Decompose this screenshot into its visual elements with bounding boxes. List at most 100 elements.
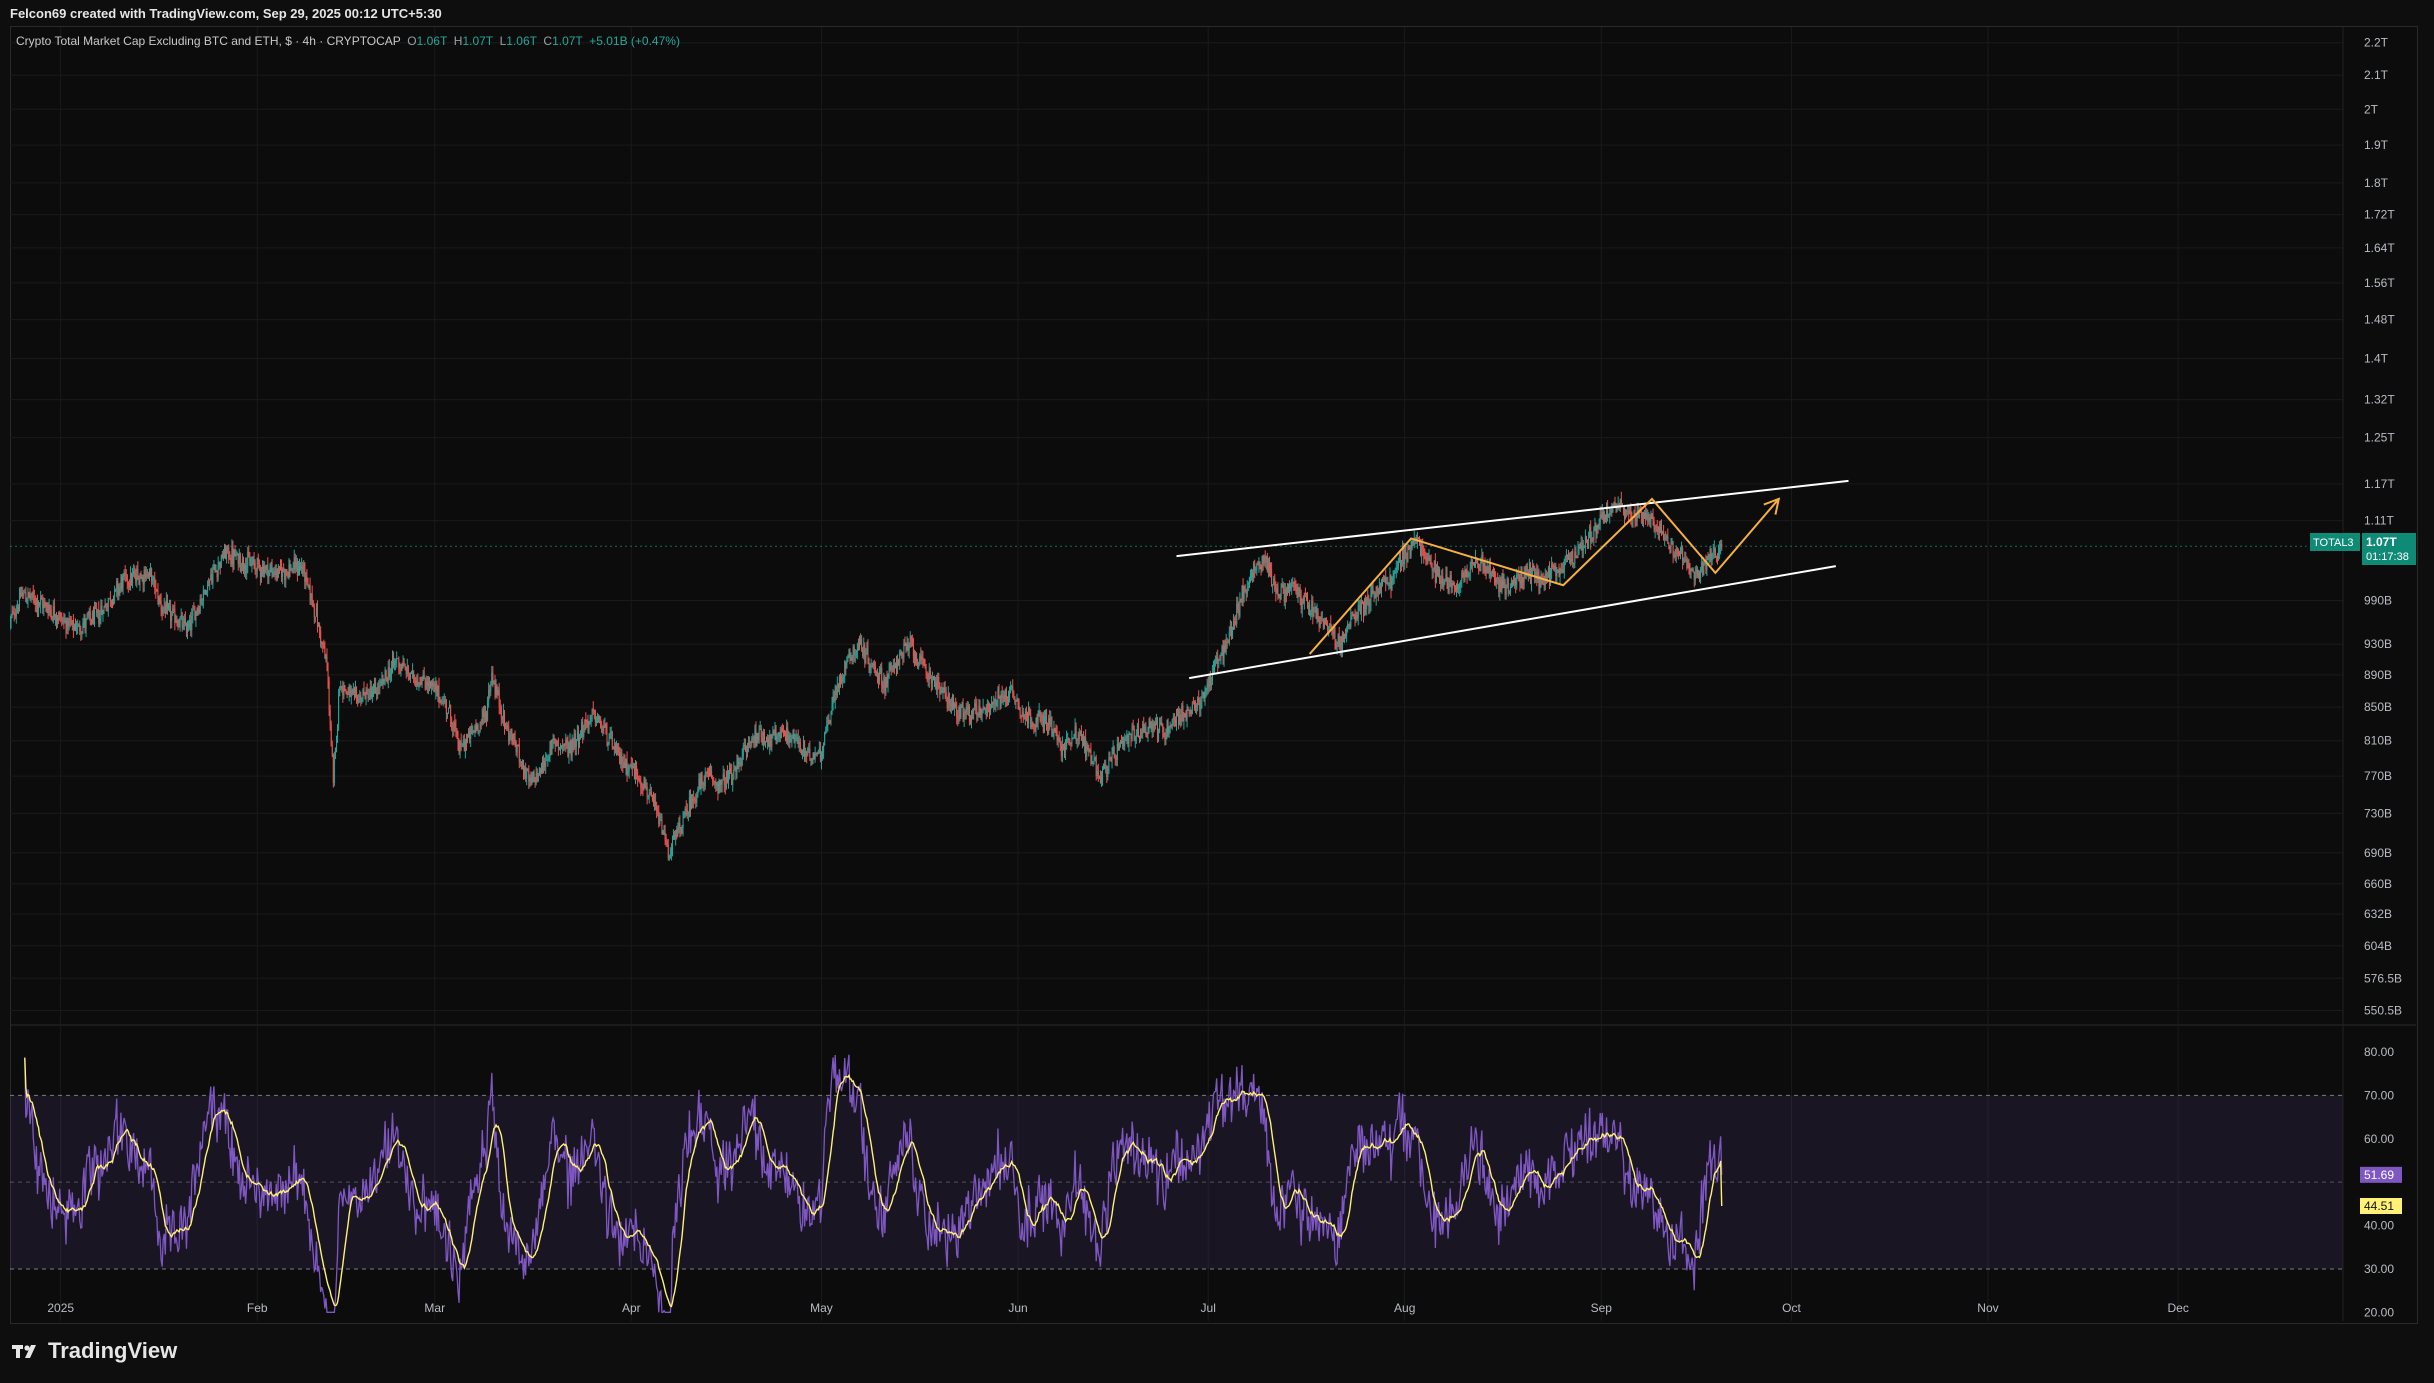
candle-body bbox=[782, 731, 784, 735]
candle-body bbox=[438, 685, 440, 701]
candle-body bbox=[1630, 506, 1632, 519]
candle-body bbox=[828, 720, 830, 722]
candle-body bbox=[22, 592, 24, 596]
candle-body bbox=[930, 677, 932, 684]
candle-body bbox=[1169, 725, 1171, 727]
candle-body bbox=[368, 697, 370, 699]
price-axis[interactable]: 2.2T2.1T2T1.9T1.8T1.72T1.64T1.56T1.48T1.… bbox=[2364, 36, 2402, 1018]
candle-body bbox=[792, 734, 794, 739]
candle-body bbox=[443, 699, 445, 704]
candle-body bbox=[284, 570, 286, 581]
candle-body bbox=[166, 599, 168, 609]
candle-body bbox=[1156, 720, 1158, 740]
candle-body bbox=[1387, 582, 1389, 584]
candle-body bbox=[160, 600, 162, 611]
candle-body bbox=[979, 705, 981, 710]
candle-body bbox=[75, 625, 77, 629]
candle-body bbox=[1677, 551, 1679, 555]
candle-body bbox=[946, 701, 948, 709]
candle-body bbox=[237, 554, 239, 565]
candle-body bbox=[428, 682, 430, 684]
candle-body bbox=[32, 591, 34, 598]
candle-body bbox=[509, 734, 511, 742]
candle-body bbox=[1457, 583, 1459, 589]
candle-body bbox=[1085, 737, 1087, 757]
candle-body bbox=[1335, 643, 1337, 647]
candle-body bbox=[498, 690, 500, 708]
candle-body bbox=[769, 734, 771, 747]
candle-body bbox=[856, 644, 858, 652]
candle-body bbox=[260, 571, 262, 578]
candle-body bbox=[910, 635, 912, 640]
candle-body bbox=[87, 614, 89, 616]
candle-body bbox=[1446, 574, 1448, 583]
candle-body bbox=[1182, 705, 1184, 722]
candle-body bbox=[871, 665, 873, 668]
candle-body bbox=[1641, 516, 1643, 523]
candle-body bbox=[626, 759, 628, 774]
candle-body bbox=[918, 662, 920, 668]
zigzag-pattern-line[interactable] bbox=[1308, 497, 1780, 655]
candle-body bbox=[530, 777, 532, 784]
candle-body bbox=[1619, 499, 1621, 507]
candle-body bbox=[230, 558, 232, 565]
candle-body bbox=[13, 612, 15, 615]
candle-body bbox=[1092, 761, 1094, 763]
candle-body bbox=[1311, 601, 1313, 613]
candle-body bbox=[1447, 582, 1449, 593]
candle-body bbox=[757, 735, 759, 741]
candle-body bbox=[1649, 517, 1651, 521]
chart-legend[interactable]: Crypto Total Market Cap Excluding BTC an… bbox=[16, 34, 680, 48]
candle-body bbox=[1566, 554, 1568, 558]
channel-upper-line[interactable] bbox=[1176, 479, 1849, 558]
candle-body bbox=[1495, 579, 1497, 584]
rsi-axis-tick: 70.00 bbox=[2364, 1088, 2394, 1102]
candle-body bbox=[1179, 715, 1181, 725]
candle-body bbox=[69, 618, 71, 621]
candle-body bbox=[1315, 609, 1317, 619]
candle-body bbox=[1247, 586, 1249, 589]
candle-body bbox=[497, 690, 499, 695]
candle-body bbox=[558, 747, 560, 749]
candle-body bbox=[1218, 659, 1220, 664]
candle-body bbox=[292, 569, 294, 572]
candle-body bbox=[796, 737, 798, 739]
candle-body bbox=[393, 656, 395, 665]
candle-body bbox=[911, 639, 913, 647]
candle-body bbox=[905, 644, 907, 651]
candle-body bbox=[931, 679, 933, 684]
candle-body bbox=[286, 569, 288, 572]
candle-body bbox=[101, 605, 103, 615]
candle-body bbox=[692, 799, 694, 801]
candle-body bbox=[73, 625, 75, 630]
candle-body bbox=[590, 715, 592, 721]
candle-body bbox=[125, 573, 127, 576]
candle-body bbox=[1397, 560, 1399, 568]
candle-body bbox=[1087, 745, 1089, 749]
candle-body bbox=[385, 669, 387, 679]
candle-body bbox=[171, 614, 173, 621]
candle-body bbox=[1393, 573, 1395, 579]
tradingview-logo[interactable]: TradingView bbox=[12, 1338, 177, 1364]
candle-body bbox=[1398, 556, 1400, 561]
candle-body bbox=[730, 767, 732, 772]
candle-body bbox=[980, 709, 982, 716]
candle-body bbox=[1319, 616, 1321, 627]
candle-body bbox=[945, 692, 947, 702]
candle-body bbox=[1321, 619, 1323, 621]
candle-body bbox=[1133, 728, 1135, 741]
price-tag-symbol-bg bbox=[2310, 533, 2360, 551]
candle-body bbox=[273, 571, 275, 573]
candle-body bbox=[1333, 630, 1335, 634]
candle-body bbox=[546, 759, 548, 761]
candle-body bbox=[536, 772, 538, 782]
channel-lower-line[interactable] bbox=[1189, 565, 1836, 680]
candle-body bbox=[1238, 609, 1240, 616]
candle-body bbox=[1690, 570, 1692, 572]
candle-body bbox=[832, 696, 834, 705]
time-axis[interactable]: 2025 Feb Mar Apr May Jun Jul Aug Sep Oct Nov Dec bbox=[47, 1301, 2188, 1315]
candle-body bbox=[384, 669, 386, 680]
price-axis-tick: 990B bbox=[2364, 594, 2392, 608]
